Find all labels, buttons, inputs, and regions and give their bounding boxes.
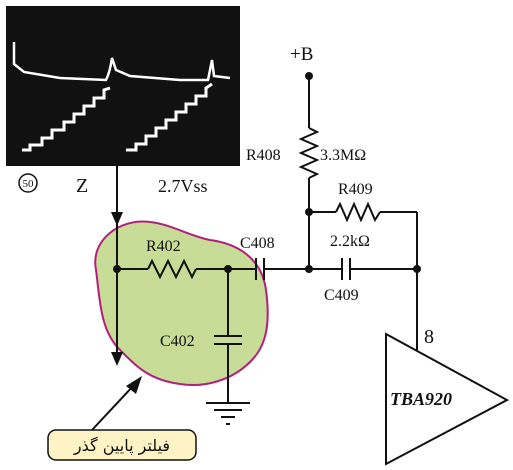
resistor-r409 — [335, 201, 381, 223]
r409-value: 2.2kΩ — [330, 233, 370, 250]
oscilloscope-display — [6, 6, 240, 166]
arrow-down-icon — [111, 212, 123, 226]
resistor-r408 — [298, 127, 320, 179]
ic-name: TBA920 — [390, 389, 452, 409]
supply-label: +B — [290, 44, 313, 65]
staircase-2 — [126, 82, 213, 152]
staircase-1 — [22, 86, 111, 152]
c409-label: C409 — [324, 287, 359, 304]
c408-label: C408 — [240, 235, 275, 252]
callout-pointer — [91, 383, 136, 431]
arrow-icon — [126, 376, 142, 394]
figure-marker-label: 50 — [23, 178, 35, 190]
r408-value: 3.3MΩ — [320, 147, 366, 164]
resistor-r402 — [147, 258, 197, 280]
r402-label: R402 — [146, 238, 181, 255]
c402-label: C402 — [160, 333, 195, 350]
arrow-down-icon — [111, 352, 123, 366]
signal-label: Z — [76, 175, 88, 197]
amplitude-label: 2.7Vss — [158, 176, 208, 196]
waveform-trace — [12, 42, 231, 82]
figure-marker — [18, 173, 38, 193]
r409-label: R409 — [338, 181, 373, 198]
ic-pin-number: 8 — [424, 326, 434, 348]
ground-icon — [206, 402, 250, 425]
callout-box — [47, 429, 197, 461]
r408-label: R408 — [246, 147, 281, 164]
callout-text: فیلتر پایین گذر — [73, 436, 170, 456]
ic-tba920 — [385, 332, 510, 466]
